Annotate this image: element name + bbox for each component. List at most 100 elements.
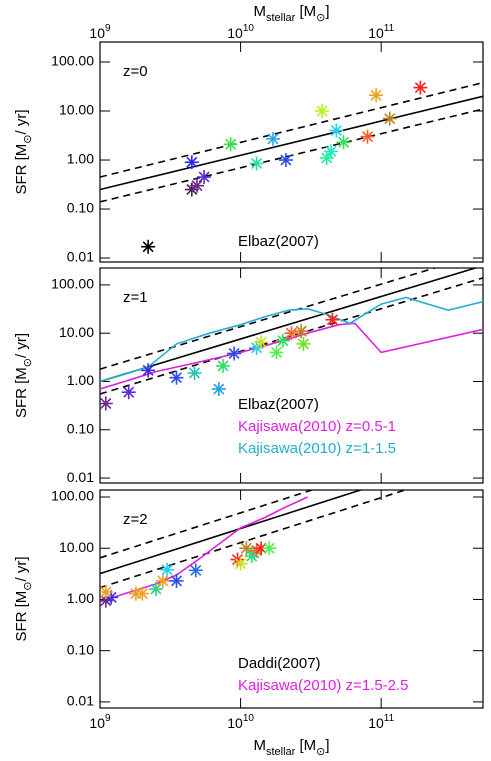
star-marker	[223, 137, 238, 152]
y-tick-label: 100.00	[51, 53, 94, 69]
star-marker	[169, 370, 184, 385]
x-tick-base: 10	[227, 715, 243, 731]
star-marker	[216, 358, 231, 373]
x-axis-title-part: [M	[295, 737, 316, 754]
star-marker	[296, 336, 311, 351]
star-arm	[321, 152, 333, 164]
star-arm	[157, 575, 169, 587]
y-axis-title-part: SFR [M	[13, 144, 30, 195]
x-tick-exp: 11	[384, 713, 395, 724]
star-arm	[235, 558, 247, 570]
star-marker	[187, 365, 202, 380]
star-marker	[190, 178, 205, 193]
star-arm	[326, 314, 338, 326]
star-arm	[316, 105, 328, 117]
legend-entry: Kajisawa(2010) z=1.5-2.5	[238, 677, 409, 694]
star-arm	[285, 327, 297, 339]
x-tick-exp: 10	[243, 23, 255, 34]
star-marker	[211, 381, 226, 396]
star-arm	[142, 241, 154, 253]
star-marker	[233, 556, 248, 571]
x-axis-title-part: [M	[295, 3, 316, 20]
star-arm	[228, 347, 240, 360]
star-arm	[362, 131, 374, 143]
star-arm	[170, 575, 183, 587]
plot-frame	[99, 267, 484, 484]
star-arm	[105, 591, 117, 603]
star-arm	[325, 145, 337, 157]
line-series	[100, 296, 483, 383]
x-tick-label: 109	[89, 713, 111, 731]
star-arm	[136, 588, 148, 600]
x-tick-base: 10	[89, 25, 105, 41]
legend-entry: Daddi(2007)	[238, 655, 321, 672]
star-marker	[148, 581, 163, 596]
y-tick-label: 100.00	[51, 488, 94, 504]
x-axis-title-part: ]	[325, 737, 329, 754]
star-marker	[254, 335, 269, 350]
line-series	[100, 268, 438, 370]
panel-label: z=2	[123, 511, 148, 528]
star-arm	[123, 386, 135, 398]
star-marker	[369, 88, 384, 103]
y-axis-title-part: ⊙	[22, 134, 34, 143]
star-arm	[330, 124, 342, 137]
x-tick-exp: 10	[243, 713, 255, 724]
panel-label: z=0	[123, 63, 148, 80]
y-axis-title-part: / yr]	[13, 333, 30, 358]
star-arm	[100, 397, 112, 410]
star-arm	[213, 383, 225, 395]
star-marker	[382, 111, 397, 126]
star-arm	[384, 113, 396, 125]
x-tick-exp: 11	[384, 23, 395, 34]
y-tick-label: 0.10	[67, 420, 94, 436]
y-tick-label: 10.00	[59, 539, 94, 555]
y-axis-title-part: SFR [M	[13, 591, 30, 642]
x-axis-title-part: stellar	[266, 746, 296, 758]
star-marker	[336, 135, 351, 150]
star-marker	[249, 156, 264, 171]
y-tick-label: 0.01	[67, 249, 94, 265]
star-marker	[360, 129, 375, 144]
star-marker	[278, 153, 293, 168]
x-tick-label: 1010	[227, 23, 254, 41]
line-series	[100, 108, 483, 203]
legend-entry: Elbaz(2007)	[238, 396, 319, 413]
star-marker	[141, 363, 156, 378]
star-marker	[169, 573, 184, 588]
y-tick-label: 10.00	[59, 102, 94, 118]
star-marker	[141, 239, 156, 254]
x-tick-base: 10	[227, 25, 243, 41]
x-tick-label: 1011	[368, 713, 394, 731]
star-arm	[255, 336, 267, 348]
star-arm	[150, 583, 162, 595]
star-marker	[155, 573, 170, 588]
star-marker	[294, 324, 309, 339]
plot-frame	[99, 41, 484, 263]
star-arm	[370, 89, 382, 101]
star-marker	[315, 104, 330, 119]
y-tick-label: 1.00	[67, 590, 94, 606]
line-series	[100, 95, 483, 191]
x-tick-base: 10	[368, 25, 384, 41]
x-axis-title: Mstellar [M⊙]	[253, 737, 329, 758]
star-marker	[188, 563, 203, 578]
star-arm	[188, 367, 201, 379]
star-arm	[217, 360, 229, 372]
y-tick-label: 0.01	[67, 693, 94, 709]
star-arm	[225, 138, 237, 150]
star-arm	[100, 586, 112, 598]
x-axis-title-part: ⊙	[316, 746, 325, 758]
star-arm	[142, 364, 154, 376]
y-axis-title: SFR [M⊙/ yr]	[13, 109, 34, 194]
x-axis-title-part: M	[253, 737, 266, 754]
y-tick-label: 100.00	[51, 276, 94, 292]
star-marker	[269, 345, 284, 360]
y-axis-title: SFR [M⊙/ yr]	[13, 333, 34, 418]
star-arm	[267, 133, 279, 145]
star-marker	[324, 144, 339, 159]
star-arm	[297, 338, 309, 350]
y-axis-title-part: / yr]	[13, 109, 30, 134]
legend-entry: Kajisawa(2010) z=0.5-1	[238, 418, 396, 435]
plot-frame	[99, 489, 484, 709]
